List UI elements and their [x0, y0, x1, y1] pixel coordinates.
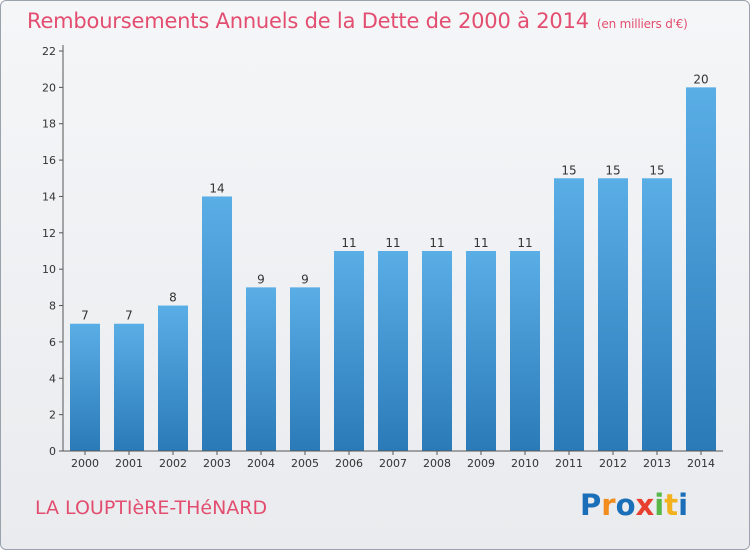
logo-letter: r [601, 488, 616, 522]
chart-unit: (en milliers d'€) [596, 17, 688, 31]
y-tick-label: 10 [42, 263, 56, 276]
bar [246, 287, 276, 451]
x-tick-label: 2011 [555, 457, 583, 470]
data-label: 11 [517, 236, 532, 250]
bar [686, 87, 716, 451]
y-tick-label: 2 [49, 409, 56, 422]
x-tick-label: 2000 [71, 457, 99, 470]
bar [598, 178, 628, 452]
x-tick-label: 2007 [379, 457, 407, 470]
bar [554, 178, 584, 452]
data-label: 9 [301, 272, 309, 286]
x-tick-label: 2010 [511, 457, 539, 470]
y-tick-label: 0 [49, 445, 56, 458]
y-tick-label: 18 [42, 118, 56, 131]
bar [510, 251, 540, 451]
chart-title-wrapper: Remboursements Annuels de la Dette de 20… [27, 9, 688, 33]
y-tick-label: 20 [42, 81, 56, 94]
bar [334, 251, 364, 451]
data-label: 20 [693, 72, 708, 86]
x-tick-label: 2013 [643, 457, 671, 470]
logo-letter: i [678, 488, 689, 522]
y-tick-label: 16 [42, 154, 56, 167]
bar [114, 323, 144, 451]
data-label: 11 [385, 236, 400, 250]
data-label: 11 [341, 236, 356, 250]
y-tick-label: 8 [49, 300, 56, 313]
logo-letter: x [635, 488, 655, 522]
x-tick-label: 2003 [203, 457, 231, 470]
y-tick-label: 22 [42, 45, 56, 58]
logo-letter: P [580, 488, 602, 522]
x-tick-label: 2014 [687, 457, 715, 470]
data-label: 8 [169, 291, 177, 305]
logo-letter: i [654, 488, 665, 522]
commune-name: LA LOUPTIèRE-THéNARD [35, 497, 268, 519]
data-label: 15 [649, 163, 664, 177]
x-tick-label: 2009 [467, 457, 495, 470]
y-tick-label: 12 [42, 227, 56, 240]
x-tick-label: 2012 [599, 457, 627, 470]
bar [642, 178, 672, 452]
x-tick-label: 2001 [115, 457, 143, 470]
bar [378, 251, 408, 451]
proxiti-logo[interactable]: Proxiti [580, 488, 688, 522]
logo-letter: t [664, 488, 679, 522]
x-tick-label: 2005 [291, 457, 319, 470]
chart-title: Remboursements Annuels de la Dette de 20… [27, 9, 589, 33]
data-label: 15 [605, 163, 620, 177]
bar [70, 323, 100, 451]
data-label: 7 [81, 309, 89, 323]
data-label: 14 [209, 181, 224, 195]
x-tick-label: 2008 [423, 457, 451, 470]
y-tick-label: 14 [42, 190, 56, 203]
data-label: 15 [561, 163, 576, 177]
bar [466, 251, 496, 451]
x-tick-label: 2006 [335, 457, 363, 470]
x-tick-label: 2002 [159, 457, 187, 470]
data-label: 9 [257, 272, 265, 286]
data-label: 7 [125, 309, 133, 323]
data-label: 11 [473, 236, 488, 250]
y-tick-label: 4 [49, 372, 56, 385]
data-label: 11 [429, 236, 444, 250]
bar [422, 251, 452, 451]
bar [158, 305, 188, 451]
y-tick-label: 6 [49, 336, 56, 349]
bar [290, 287, 320, 451]
bar [202, 196, 232, 451]
x-tick-label: 2004 [247, 457, 275, 470]
logo-letter: o [615, 488, 636, 522]
